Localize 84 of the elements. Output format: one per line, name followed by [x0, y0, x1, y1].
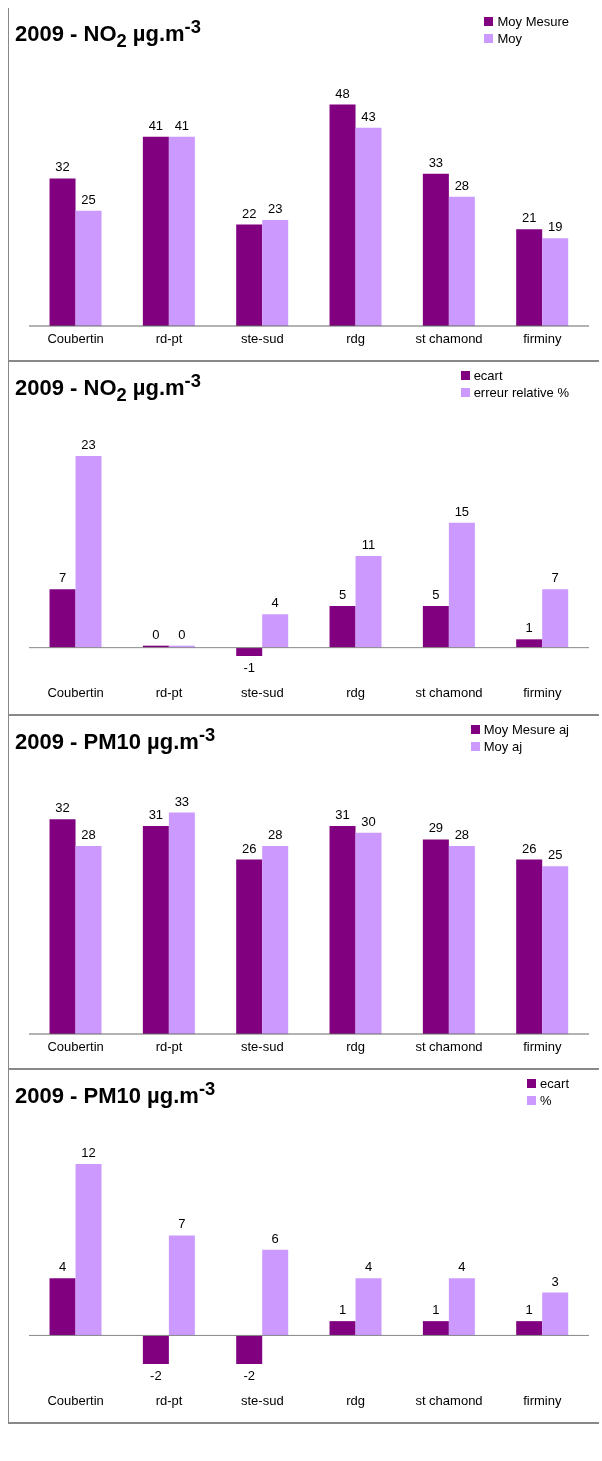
data-label: 23 — [267, 200, 283, 216]
chart-title: 2009 - PM10 µg.m$^{-3}$ — [15, 1078, 216, 1110]
data-label: 7 — [178, 1216, 186, 1232]
x-tick-label: rd-pt — [155, 685, 183, 701]
legend-label: % — [540, 1093, 552, 1108]
x-tick-label: st chamond — [415, 1393, 483, 1409]
x-tick-label: firminy — [523, 331, 562, 347]
data-label: 5 — [338, 587, 347, 602]
x-tick-label: rd-pt — [155, 1393, 183, 1409]
data-label: 19 — [547, 219, 563, 235]
x-tick-label: firminy — [523, 685, 562, 701]
data-label: 29 — [428, 820, 444, 836]
data-label: 4 — [458, 1259, 466, 1275]
data-label: 41 — [148, 117, 164, 133]
legend-label: Moy aj — [483, 739, 523, 754]
data-label: 33 — [428, 154, 444, 170]
x-tick-label: ste-sud — [241, 1039, 284, 1055]
x-tick-label: st chamond — [415, 685, 483, 701]
data-label: 7 — [551, 570, 559, 586]
x-tick-label: firminy — [523, 1039, 562, 1055]
data-label: 0 — [178, 626, 186, 642]
data-label: 25 — [547, 847, 563, 863]
data-label: 28 — [267, 827, 283, 843]
x-tick-label: rd-pt — [155, 331, 183, 347]
x-tick-label: st chamond — [415, 1039, 483, 1055]
legend-label: Moy Mesure — [497, 14, 569, 29]
x-tick-label: ste-sud — [241, 331, 284, 347]
data-label: 1 — [338, 1302, 347, 1318]
data-label: 3 — [551, 1273, 559, 1289]
data-label: 6 — [271, 1230, 279, 1246]
x-tick-label: rdg — [346, 1039, 366, 1055]
data-label: 31 — [335, 806, 350, 822]
x-tick-label: rdg — [346, 1393, 366, 1409]
data-label: 48 — [335, 85, 350, 101]
data-label: 43 — [361, 108, 376, 124]
data-label: 4 — [364, 1259, 373, 1275]
data-label: 26 — [521, 840, 537, 856]
data-label: 28 — [81, 827, 96, 843]
data-label: 41 — [174, 117, 190, 133]
data-label: 33 — [174, 793, 190, 809]
x-tick-label: ste-sud — [241, 685, 284, 701]
data-label: 4 — [271, 595, 279, 611]
data-label: 1 — [525, 1302, 533, 1318]
x-tick-label: rdg — [346, 685, 366, 701]
data-label: 0 — [152, 626, 160, 642]
data-label: 30 — [361, 813, 376, 829]
x-tick-label: st chamond — [415, 331, 483, 347]
legend-label: erreur relative % — [473, 385, 569, 400]
data-label: -2 — [243, 1368, 255, 1383]
data-label: 11 — [361, 537, 376, 552]
data-label: 22 — [241, 205, 257, 221]
legend-label: ecart — [540, 1076, 569, 1091]
x-tick-label: rd-pt — [155, 1039, 183, 1055]
data-label: -1 — [243, 660, 255, 675]
legend-label: Moy — [497, 31, 523, 46]
x-tick-label: ste-sud — [241, 1393, 284, 1409]
x-tick-label: Coubertin — [47, 1393, 104, 1409]
data-label: 15 — [454, 503, 470, 519]
data-label: 5 — [432, 587, 440, 602]
x-tick-label: Coubertin — [47, 331, 104, 347]
chart-title: 2009 - NO$_{2}$ µg.m$^{-3}$ — [15, 16, 201, 52]
data-label: 23 — [81, 437, 96, 452]
x-tick-label: Coubertin — [47, 685, 104, 701]
x-tick-label: Coubertin — [47, 1039, 104, 1055]
chart-title: 2009 - NO$_{2}$ µg.m$^{-3}$ — [15, 370, 201, 406]
data-label: 7 — [58, 570, 67, 586]
x-tick-label: rdg — [346, 331, 366, 347]
data-label: 21 — [521, 210, 537, 226]
legend-label: ecart — [473, 368, 503, 383]
data-label: -2 — [150, 1368, 162, 1383]
x-tick-label: firminy — [523, 1393, 562, 1409]
data-label: 32 — [55, 800, 70, 816]
data-label: 26 — [241, 840, 257, 856]
data-label: 1 — [432, 1302, 440, 1318]
data-label: 4 — [58, 1259, 67, 1275]
data-label: 28 — [454, 177, 470, 193]
data-label: 12 — [81, 1145, 96, 1160]
data-label: 28 — [454, 827, 470, 843]
data-label: 1 — [525, 620, 533, 636]
data-label: 25 — [81, 191, 96, 207]
chart-title: 2009 - PM10 µg.m$^{-3}$ — [15, 724, 216, 756]
data-label: 32 — [55, 159, 70, 175]
data-label: 31 — [148, 806, 164, 822]
legend-label: Moy Mesure aj — [483, 722, 569, 737]
